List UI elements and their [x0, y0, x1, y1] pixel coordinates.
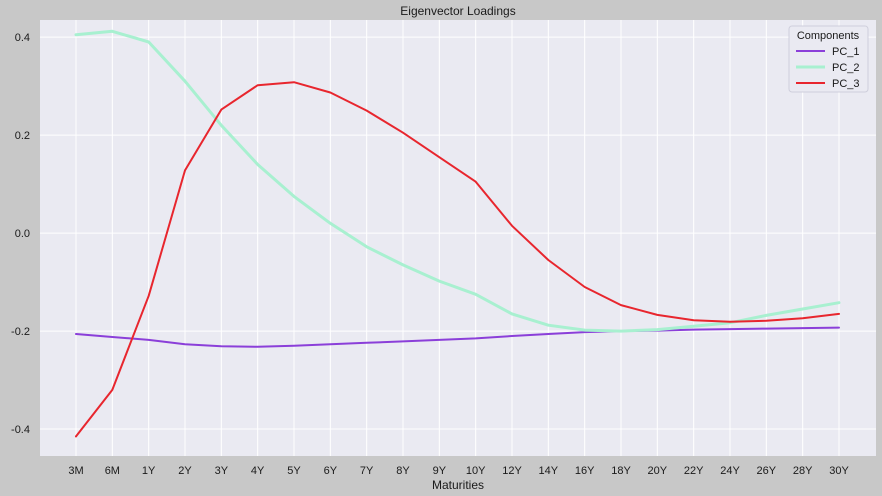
series-lines — [74, 29, 841, 438]
plot-area — [40, 20, 876, 456]
chart-title: Eigenvector Loadings — [400, 4, 515, 18]
x-tick-label: 2Y — [178, 465, 192, 477]
x-tick-label: 3M — [68, 465, 83, 477]
x-tick-label: 18Y — [611, 465, 631, 477]
x-tick-label: 5Y — [287, 465, 301, 477]
x-tick-label: 22Y — [684, 465, 704, 477]
series-line-pc-1 — [75, 326, 840, 348]
legend-title: Components — [797, 30, 860, 42]
series-line-pc-2 — [74, 29, 841, 333]
x-tick-label: 3Y — [215, 465, 229, 477]
x-tick-label: 7Y — [360, 465, 374, 477]
series-line-pc-3 — [75, 81, 840, 438]
x-tick-label: 24Y — [720, 465, 740, 477]
y-tick-label: 0.2 — [15, 130, 30, 142]
x-tick-label: 26Y — [757, 465, 777, 477]
legend-label-pc-1: PC_1 — [832, 46, 860, 58]
x-tick-label: 12Y — [502, 465, 522, 477]
x-tick-label: 6Y — [324, 465, 338, 477]
y-tick-label: 0.4 — [15, 32, 30, 44]
x-tick-label: 28Y — [793, 465, 813, 477]
x-tick-label: 14Y — [539, 465, 559, 477]
legend: Components PC_1 PC_2 PC_3 — [788, 25, 869, 93]
x-tick-labels: 3M 6M 1Y 2Y 3Y 4Y 5Y 6Y 7Y 8Y 9Y 10Y 12Y 14Y 16Y 18Y 20Y… — [68, 465, 849, 477]
x-tick-label: 30Y — [829, 465, 849, 477]
x-tick-label: 10Y — [466, 465, 486, 477]
x-tick-label: 6M — [105, 465, 120, 477]
y-tick-label: -0.2 — [11, 326, 30, 338]
y-tick-label: 0.0 — [15, 228, 30, 240]
x-axis-label: Maturities — [432, 478, 484, 492]
x-tick-label: 1Y — [142, 465, 156, 477]
x-tick-label: 9Y — [433, 465, 447, 477]
x-tick-label: 8Y — [396, 465, 410, 477]
x-tick-label: 4Y — [251, 465, 265, 477]
grid — [40, 20, 876, 456]
x-tick-label: 20Y — [648, 465, 668, 477]
legend-label-pc-2: PC_2 — [832, 62, 860, 74]
legend-box — [788, 25, 869, 93]
legend-label-pc-3: PC_3 — [832, 78, 860, 90]
y-tick-label: -0.4 — [11, 424, 30, 436]
y-tick-labels: -0.4 -0.2 0.0 0.2 0.4 — [11, 32, 30, 436]
x-tick-label: 16Y — [575, 465, 595, 477]
